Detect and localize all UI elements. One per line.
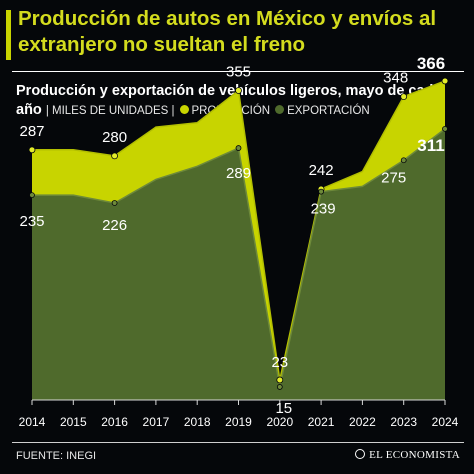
x-tick-label: 2016: [101, 415, 128, 429]
x-tick-label: 2014: [19, 415, 46, 429]
export-point: [442, 125, 448, 132]
production-point: [235, 87, 242, 94]
export-data-label: 289: [226, 165, 251, 182]
x-tick-label: 2024: [432, 415, 459, 429]
headline-accent-bar: [6, 10, 11, 60]
headline: Producción de autos en México y envíos a…: [18, 7, 437, 56]
production-point: [28, 146, 36, 154]
production-data-label: 348: [383, 70, 408, 87]
production-point: [441, 77, 449, 85]
export-data-label: 15: [275, 400, 292, 417]
production-point: [111, 152, 118, 160]
brand-name: EL ECONOMISTA: [369, 449, 460, 461]
production-data-label: 23: [271, 354, 288, 371]
export-point: [111, 200, 118, 206]
brand-logo: EL ECONOMISTA: [355, 449, 460, 461]
export-data-label: 311: [417, 136, 444, 155]
production-data-label: 287: [19, 123, 44, 140]
export-point: [276, 384, 283, 390]
export-data-label: 226: [102, 217, 127, 234]
production-point: [400, 93, 408, 101]
export-area: [32, 128, 445, 400]
export-point: [318, 188, 325, 195]
export-point: [235, 145, 242, 151]
x-tick-label: 2023: [390, 415, 417, 429]
export-data-label: 239: [311, 201, 336, 218]
x-tick-label: 2021: [308, 415, 335, 429]
x-tick-label: 2019: [225, 415, 252, 429]
export-point: [400, 157, 407, 164]
export-point: [29, 192, 35, 199]
production-data-label: 366: [417, 54, 445, 73]
x-tick-label: 2022: [349, 415, 376, 429]
production-data-label: 242: [309, 162, 334, 179]
production-data-label: 355: [226, 64, 251, 81]
production-point: [276, 376, 284, 384]
footer: FUENTE: INEGI EL ECONOMISTA: [12, 442, 464, 467]
x-tick-label: 2018: [184, 415, 211, 429]
subtitle-main: Producción y exportación de vehículos li…: [16, 83, 442, 118]
legend-production-swatch: [179, 105, 189, 114]
export-data-label: 235: [19, 213, 44, 230]
legend-export-label: EXPORTACIÓN: [287, 105, 370, 117]
subtitle-units: MILES DE UNIDADES: [52, 105, 169, 117]
production-data-label: 280: [102, 129, 127, 146]
source-note: FUENTE: INEGI: [16, 450, 97, 462]
x-tick-label: 2020: [266, 415, 293, 429]
headline-rule: [12, 71, 464, 72]
brand-icon: [355, 449, 366, 459]
area-chart: 2014 2015 2016 2017 2018 2019 2020 2021 2022 2023…: [19, 54, 459, 429]
legend-export-swatch: [275, 105, 285, 114]
export-data-label: 275: [381, 169, 406, 186]
x-tick-label: 2015: [60, 415, 87, 429]
x-tick-label: 2017: [143, 415, 170, 429]
